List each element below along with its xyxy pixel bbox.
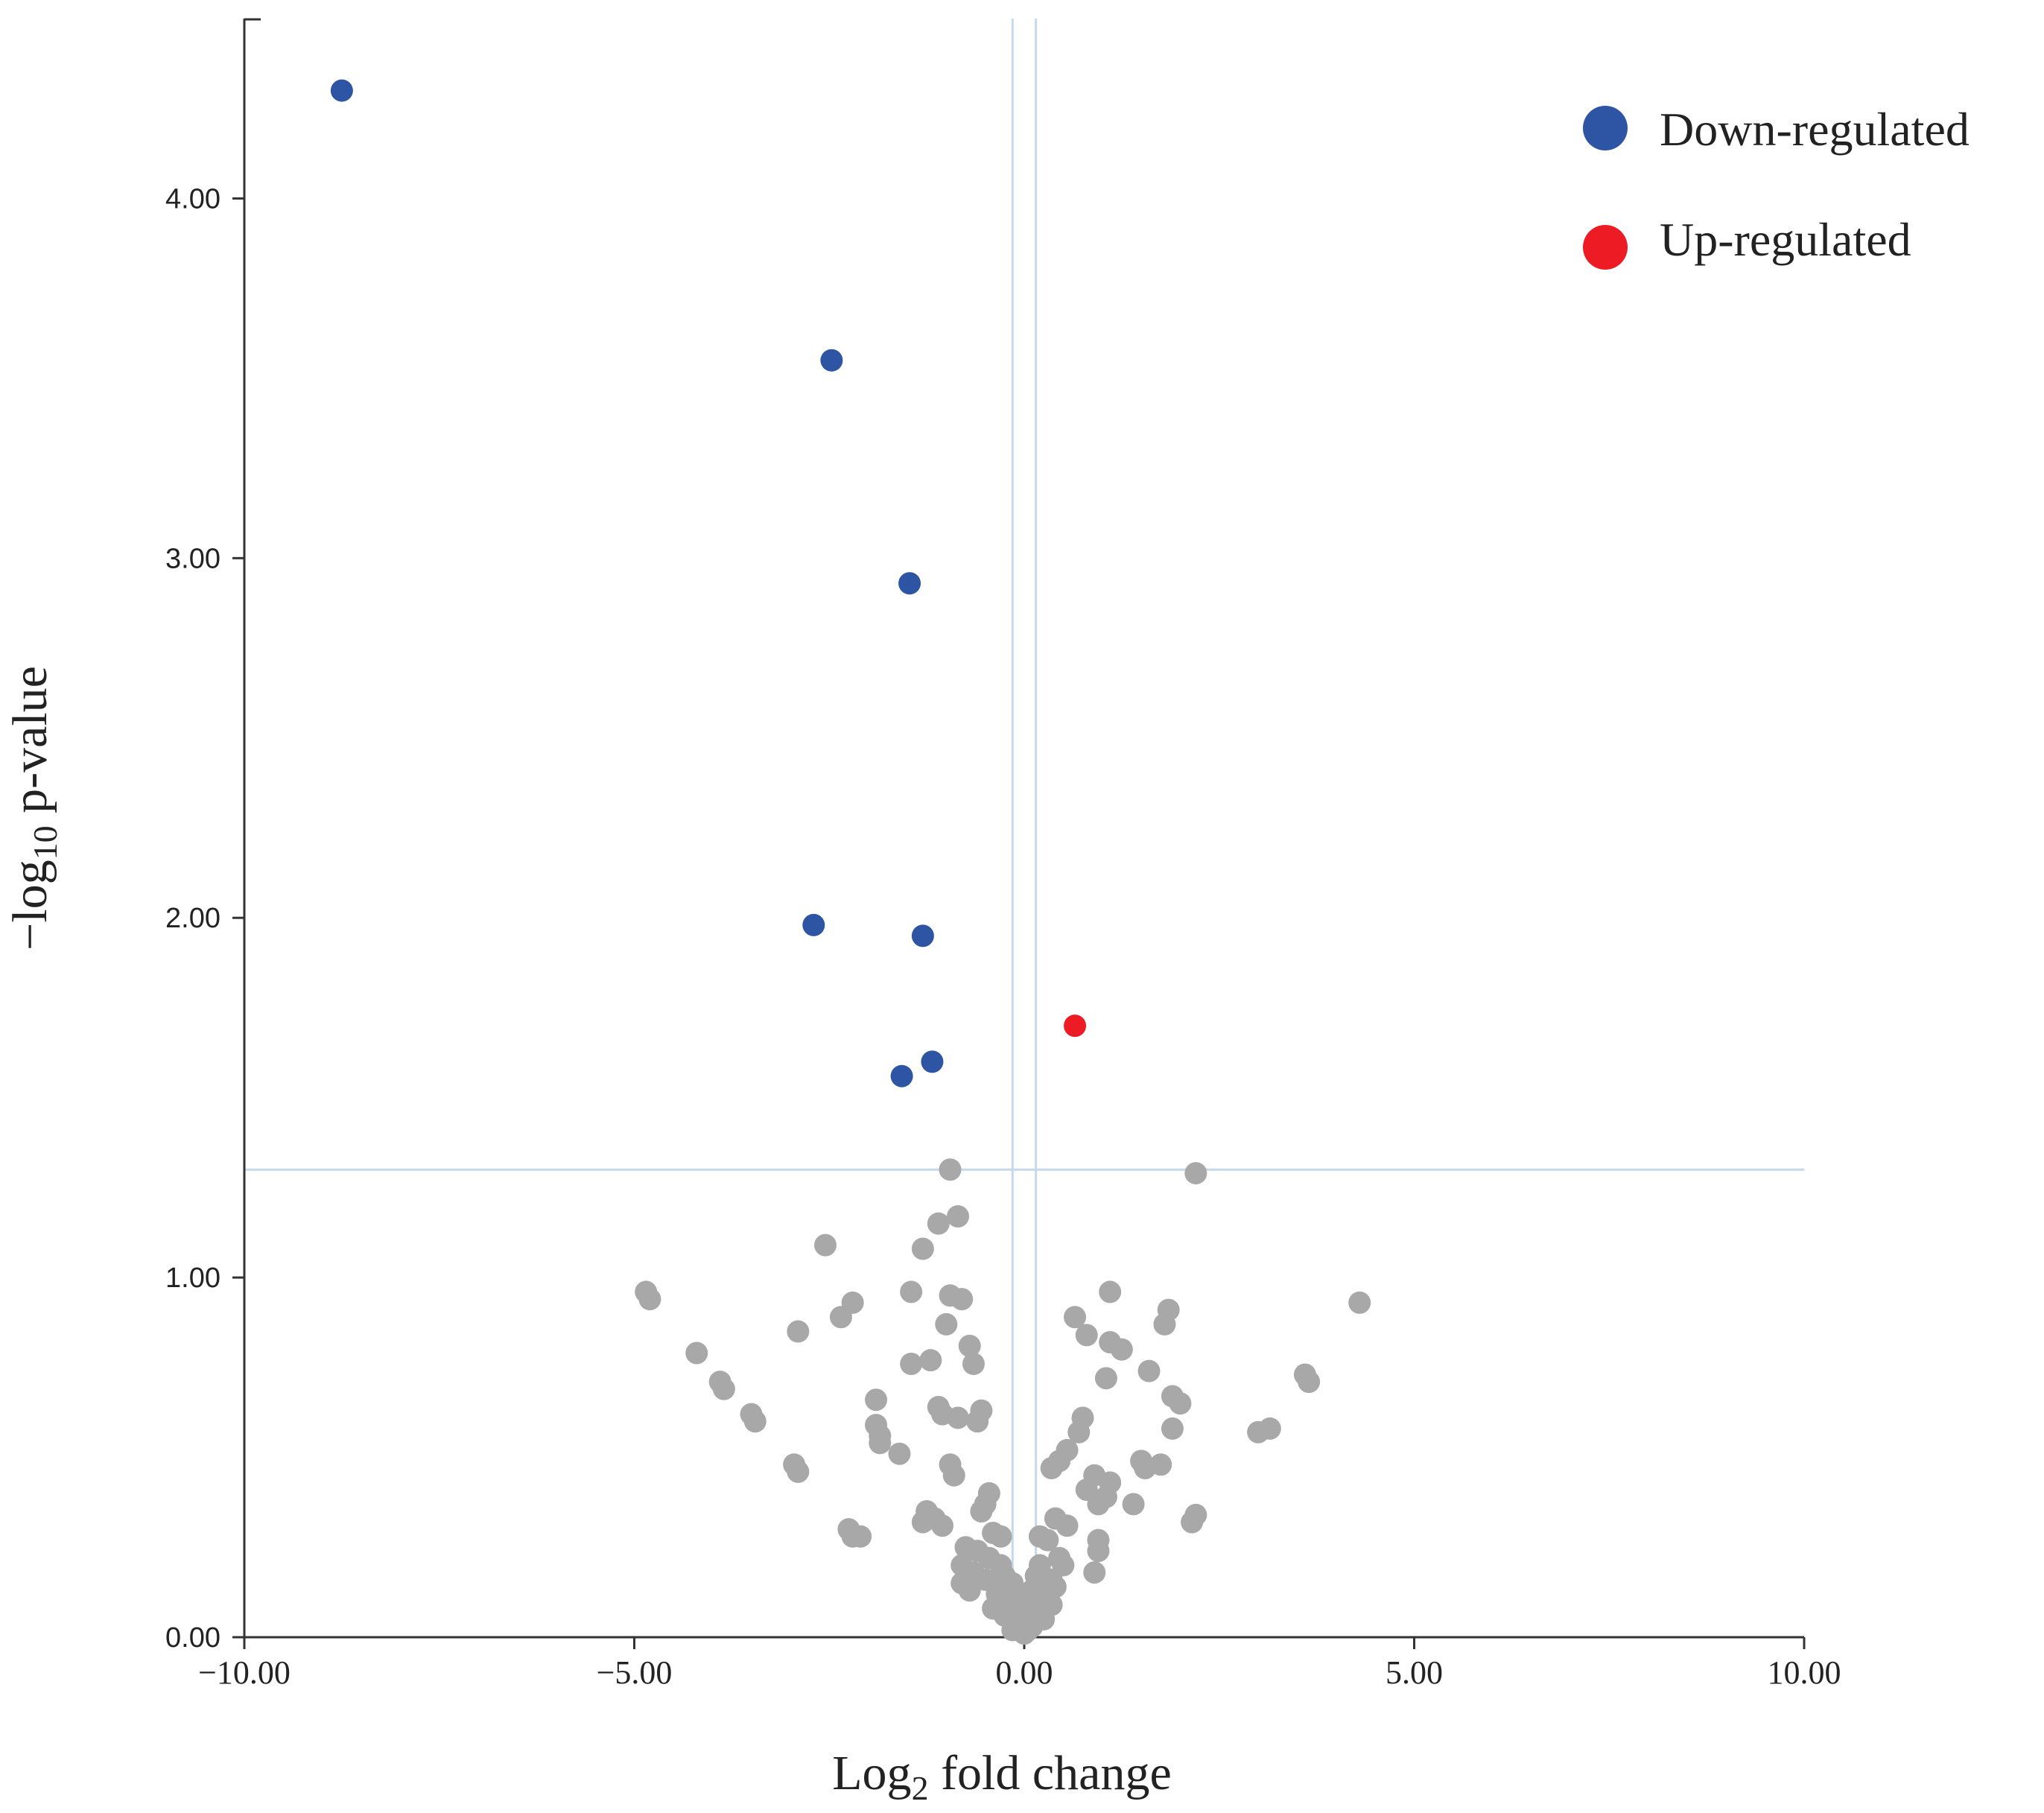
data-point-ns — [1099, 1280, 1122, 1304]
data-point-ns — [931, 1514, 954, 1537]
x-tick-label: 5.00 — [1386, 1654, 1443, 1691]
data-point-ns — [942, 1464, 965, 1487]
data-point-ns — [958, 1579, 981, 1602]
data-point-ns — [1110, 1338, 1133, 1361]
data-point-up — [1064, 1015, 1087, 1038]
data-point-ns — [1005, 1607, 1028, 1631]
data-point-ns — [787, 1320, 810, 1343]
data-point-ns — [685, 1342, 708, 1365]
data-point-ns — [1153, 1312, 1176, 1336]
data-point-ns — [989, 1525, 1012, 1548]
data-points — [330, 79, 1371, 1645]
data-point-ns — [1181, 1511, 1204, 1534]
data-point-ns — [638, 1288, 661, 1311]
data-point-ns — [900, 1280, 923, 1304]
tick-labels: 0.00 1.00 2.00 3.00 4.00 −10.00 −5.00 0.00 5.00 1… — [165, 18, 1841, 1691]
y-axis-label: −log10 p-value — [3, 666, 64, 950]
y-tick-label: 3.00 — [165, 543, 220, 574]
legend-label-up: Up-regulated — [1660, 213, 1911, 266]
data-point-down — [820, 349, 843, 372]
data-point-ns — [1137, 1359, 1161, 1382]
data-point-ns — [970, 1499, 993, 1523]
data-point-ns — [1040, 1457, 1063, 1480]
legend-label-down: Down-regulated — [1660, 103, 1970, 156]
data-point-ns — [869, 1432, 892, 1455]
y-tick-label: 4.00 — [165, 183, 220, 215]
data-point-ns — [935, 1312, 958, 1336]
x-axis-label-main: Log — [832, 1746, 911, 1800]
x-tick-label: −10.00 — [198, 1654, 291, 1691]
data-point-ns — [900, 1353, 923, 1376]
data-point-ns — [911, 1237, 934, 1260]
data-point-down — [330, 79, 353, 102]
x-tick-label: 10.00 — [1768, 1654, 1841, 1691]
legend-marker-down — [1583, 106, 1628, 150]
data-point-down — [890, 1064, 913, 1088]
data-point-down — [802, 913, 825, 936]
data-point-ns — [1056, 1514, 1079, 1537]
data-point-ns — [1258, 1417, 1281, 1440]
data-point-down — [911, 924, 934, 947]
y-tick-label: 1.00 — [165, 1263, 220, 1294]
data-point-ns — [1083, 1561, 1106, 1584]
data-point-ns — [1040, 1593, 1063, 1616]
axes — [243, 19, 1804, 1639]
data-point-ns — [1149, 1453, 1172, 1476]
data-point-ns — [1184, 1162, 1207, 1185]
data-point-ns — [919, 1349, 942, 1372]
data-point-ns — [849, 1525, 872, 1548]
data-point-ns — [888, 1442, 911, 1465]
data-point-ns — [1067, 1420, 1091, 1444]
data-point-ns — [939, 1158, 962, 1181]
x-axis-label: Log2 fold change — [832, 1746, 1172, 1807]
data-point-ns — [1348, 1291, 1371, 1314]
y-axis-label-subscript: 10 — [26, 825, 64, 860]
data-point-down — [898, 572, 921, 595]
data-point-ns — [911, 1511, 934, 1534]
x-tick-label: −5.00 — [597, 1654, 673, 1691]
data-point-ns — [1075, 1324, 1098, 1347]
data-point-ns — [743, 1410, 766, 1433]
data-point-down — [921, 1050, 944, 1073]
x-tick-label: 0.00 — [996, 1654, 1053, 1691]
legend: Down-regulated Up-regulated — [1583, 103, 1970, 270]
data-point-ns — [966, 1410, 989, 1433]
data-point-ns — [1064, 1306, 1087, 1329]
data-point-ns — [1122, 1493, 1145, 1516]
data-point-ns — [958, 1334, 981, 1357]
data-point-ns — [814, 1233, 837, 1257]
threshold-lines — [244, 19, 1804, 1637]
data-point-ns — [1087, 1493, 1110, 1516]
data-point-ns — [1087, 1540, 1110, 1563]
data-point-ns — [865, 1388, 888, 1412]
data-point-ns — [1169, 1392, 1192, 1415]
data-point-ns — [947, 1205, 970, 1228]
data-point-ns — [829, 1306, 852, 1329]
data-point-ns — [947, 1406, 970, 1429]
legend-marker-up — [1583, 225, 1628, 270]
y-axis-label-rest: p-value — [3, 666, 57, 825]
data-point-ns — [1161, 1417, 1184, 1440]
data-point-ns — [927, 1212, 950, 1235]
data-point-ns — [712, 1377, 735, 1400]
y-axis-label-main: −log — [3, 860, 57, 950]
data-point-ns — [1094, 1367, 1117, 1390]
y-tick-label: 0.00 — [165, 1622, 220, 1654]
x-axis-label-subscript: 2 — [912, 1769, 929, 1807]
data-point-ns — [787, 1460, 810, 1483]
y-tick-label: 2.00 — [165, 903, 220, 934]
data-point-ns — [950, 1288, 974, 1311]
data-point-ns — [1298, 1371, 1321, 1394]
x-axis-label-rest: fold change — [929, 1746, 1172, 1800]
data-point-ns — [1036, 1528, 1059, 1552]
data-point-ns — [962, 1353, 985, 1376]
